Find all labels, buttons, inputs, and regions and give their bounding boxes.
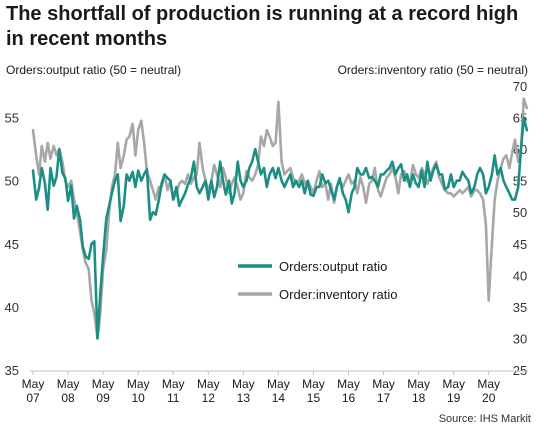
left-tick-label: 55 — [5, 111, 19, 126]
x-tick-label-year: 08 — [61, 391, 75, 405]
right-tick-label: 40 — [513, 268, 527, 283]
x-tick-label-year: 13 — [237, 391, 251, 405]
x-tick-label-year: 20 — [482, 391, 496, 405]
series-layer — [31, 97, 529, 340]
x-tick-label-month: May — [442, 377, 465, 391]
chart-title: The shortfall of production is running a… — [6, 3, 519, 50]
x-tick-label-year: 10 — [131, 391, 145, 405]
right-tick-label: 45 — [513, 237, 527, 252]
x-tick-label-month: May — [92, 377, 115, 391]
x-tick-label-month: May — [197, 377, 220, 391]
series-line-orders-output — [31, 116, 529, 340]
x-tick-label-year: 07 — [26, 391, 40, 405]
left-axis-title: Orders:output ratio (50 = neutral) — [6, 63, 182, 77]
x-tick-label-year: 09 — [96, 391, 110, 405]
left-tick-label: 35 — [5, 363, 19, 378]
x-tick-label-month: May — [162, 377, 185, 391]
right-tick-label: 70 — [513, 79, 527, 94]
x-tick-label-month: May — [337, 377, 360, 391]
x-tick-label-year: 14 — [272, 391, 286, 405]
left-tick-label: 40 — [5, 300, 19, 315]
left-tick-label: 50 — [5, 174, 19, 189]
x-tick-label-year: 11 — [167, 391, 180, 405]
x-tick-label-month: May — [57, 377, 80, 391]
x-tick-label-year: 17 — [377, 391, 391, 405]
left-axis-ticks: 35 40 45 50 55 — [5, 111, 19, 378]
x-tick-label-year: 15 — [307, 391, 321, 405]
x-axis-ticks: May07May08May09May10May11May12May13May14… — [22, 371, 500, 405]
right-tick-label: 35 — [513, 300, 527, 315]
x-tick-label-year: 19 — [447, 391, 461, 405]
left-tick-label: 45 — [5, 237, 19, 252]
right-tick-label: 30 — [513, 331, 527, 346]
x-tick-label-month: May — [127, 377, 150, 391]
x-tick-label-month: May — [372, 377, 395, 391]
x-tick-label-month: May — [232, 377, 255, 391]
right-tick-label: 50 — [513, 205, 527, 220]
right-tick-label: 55 — [513, 174, 527, 189]
legend-label-orders-output: Orders:output ratio — [279, 259, 387, 274]
x-tick-label-year: 18 — [412, 391, 426, 405]
x-tick-label-month: May — [302, 377, 325, 391]
x-tick-label-month: May — [407, 377, 430, 391]
x-tick-label-year: 12 — [202, 391, 216, 405]
x-tick-label-month: May — [22, 377, 45, 391]
legend-label-order-inventory: Order:inventory ratio — [279, 287, 398, 302]
x-tick-label-month: May — [267, 377, 290, 391]
legend: Orders:output ratio Order:inventory rati… — [238, 259, 398, 302]
right-axis-title: Orders:inventory ratio (50 = neutral) — [337, 63, 528, 77]
source-note: Source: IHS Markit — [438, 413, 531, 425]
x-tick-label-month: May — [477, 377, 500, 391]
x-tick-label-year: 16 — [342, 391, 356, 405]
